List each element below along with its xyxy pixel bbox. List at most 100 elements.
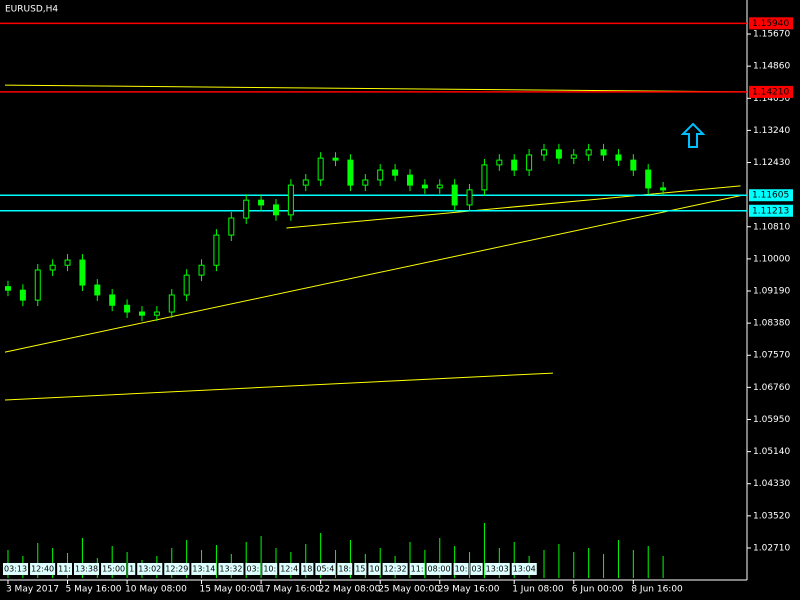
trendline	[286, 185, 741, 229]
time-tag: 03:	[246, 565, 259, 574]
level-label-box	[749, 85, 793, 98]
trendline	[4, 194, 744, 353]
chart-title: EURUSD,H4	[5, 5, 58, 15]
candle-body	[526, 154, 533, 171]
x-tick-label: 25 May 00:00	[378, 585, 440, 595]
y-tick-label: 1.14860	[753, 62, 790, 72]
y-tick-label: 1.06760	[753, 383, 790, 393]
candle-body	[109, 294, 116, 306]
buy-arrow	[680, 122, 706, 148]
time-tag-box	[409, 563, 425, 575]
time-tag-box	[128, 563, 136, 575]
y-tick-label: 1.05950	[753, 415, 790, 425]
candle-body	[258, 199, 265, 206]
x-tick-label: 15 May 00:00	[200, 585, 262, 595]
time-tag: 03	[471, 565, 481, 574]
candle-body	[600, 149, 607, 156]
candle-body	[168, 294, 175, 313]
time-tag: 13:04	[513, 565, 536, 574]
x-tick-label: 22 May 08:00	[319, 585, 381, 595]
candle-body	[466, 189, 473, 206]
x-tick-label: 8 Jun 16:00	[631, 585, 683, 595]
candle-body	[406, 174, 413, 186]
x-tick-label: 10 May 08:00	[125, 585, 187, 595]
y-tick-label: 1.02710	[753, 543, 790, 553]
candle-body	[436, 184, 443, 189]
time-tag-box	[74, 563, 100, 575]
time-tag-box	[164, 563, 190, 575]
y-tick-label: 1.12430	[753, 158, 790, 168]
time-tag: 05:4	[316, 565, 334, 574]
level-label-box	[749, 204, 793, 217]
candle-body	[272, 204, 279, 216]
candle-body	[660, 187, 667, 191]
x-tick-label: 6 Jun 00:00	[572, 585, 624, 595]
time-tag-box	[30, 563, 56, 575]
x-tick-label: 1 Jun 08:00	[512, 585, 564, 595]
candle-body	[213, 234, 220, 266]
y-tick-label: 1.14050	[753, 94, 790, 104]
candle-body	[451, 184, 458, 206]
candle-body	[645, 169, 652, 189]
time-tag: 11:	[58, 565, 71, 574]
time-tag-box	[484, 563, 510, 575]
time-tag-box	[57, 563, 72, 575]
trendline	[4, 84, 746, 93]
candle-body	[79, 259, 86, 286]
candle-body	[138, 311, 145, 316]
candle-body	[317, 157, 324, 181]
time-tag: 18:	[338, 565, 351, 574]
candle-body	[34, 269, 41, 301]
candle-body	[362, 179, 369, 186]
time-tag-box	[426, 563, 452, 575]
candle-body	[511, 159, 518, 171]
time-tag: 12:4	[280, 565, 298, 574]
time-tag: 13:03	[486, 565, 509, 574]
time-tag-box	[137, 563, 163, 575]
x-tick-label: 17 May 16:00	[259, 585, 321, 595]
candle-body	[153, 311, 160, 316]
candle-body	[615, 154, 622, 161]
candle-body	[302, 179, 309, 186]
y-tick-label: 1.07570	[753, 351, 790, 361]
time-tag-box	[279, 563, 300, 575]
level-label: 1.11605	[752, 191, 789, 201]
y-tick-label: 1.05140	[753, 447, 790, 457]
time-tag-box	[191, 563, 217, 575]
candle-body	[570, 154, 577, 159]
candle-body	[540, 149, 547, 156]
candle-body	[481, 164, 488, 191]
time-tag-box	[245, 563, 261, 575]
time-tag-box	[101, 563, 127, 575]
time-tag: 13:02	[138, 565, 161, 574]
time-tag: 10	[369, 565, 379, 574]
candle-body	[496, 159, 503, 166]
time-tag-box	[453, 563, 469, 575]
candle-body	[421, 184, 428, 189]
level-label: 1.14210	[752, 87, 789, 97]
level-label: 1.15940	[752, 19, 789, 29]
time-tag-box	[354, 563, 367, 575]
candle-body	[377, 169, 384, 181]
time-tag-box	[301, 563, 314, 575]
time-tag-box	[262, 563, 278, 575]
candle-body	[585, 149, 592, 156]
level-label: 1.11213	[752, 206, 789, 216]
time-tag: 15:00	[102, 565, 125, 574]
time-tag-box	[470, 563, 483, 575]
candle-body	[183, 274, 190, 296]
y-tick-label: 1.03520	[753, 511, 790, 521]
time-tag-box	[382, 563, 408, 575]
time-tag-box	[511, 563, 537, 575]
time-tag: 13:32	[219, 565, 242, 574]
trendline	[4, 372, 553, 401]
time-tag: 18	[302, 565, 312, 574]
candle-body	[4, 286, 11, 291]
x-tick-label: 5 May 16:00	[66, 585, 122, 595]
candle-body	[392, 169, 399, 176]
level-label-box	[749, 17, 793, 30]
candle-body	[198, 264, 205, 276]
time-tag: 1	[129, 565, 134, 574]
time-tag: 10:	[263, 565, 276, 574]
